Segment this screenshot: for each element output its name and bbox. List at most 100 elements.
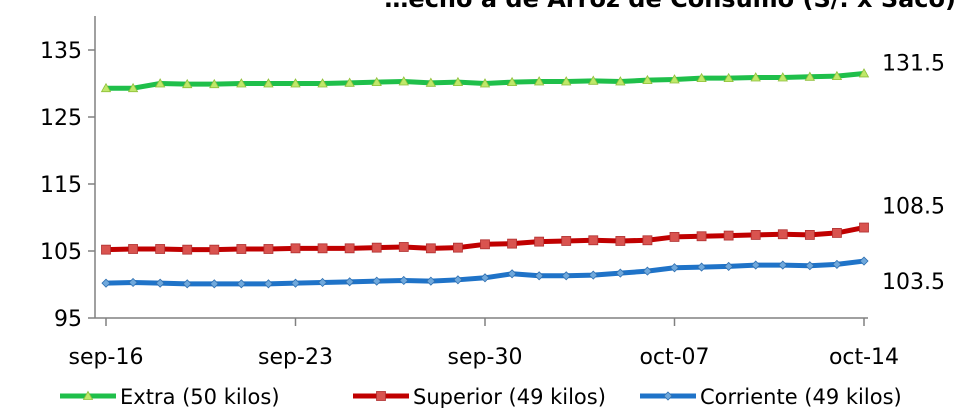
legend-item-1: Superior (49 kilos) — [353, 385, 606, 408]
data-point — [507, 238, 517, 249]
legend-item-0: Extra (50 kilos) — [60, 385, 280, 408]
data-point — [831, 70, 843, 81]
data-point — [236, 244, 247, 254]
data-point — [696, 72, 707, 83]
data-point — [318, 277, 328, 288]
data-point — [859, 256, 869, 266]
y-tick-label: 125 — [40, 106, 82, 131]
data-point — [669, 232, 680, 242]
y-tick-label: 135 — [40, 39, 82, 64]
data-point — [832, 228, 842, 238]
data-point — [858, 68, 870, 78]
data-point — [723, 72, 734, 83]
data-point — [859, 222, 869, 233]
data-point — [101, 278, 111, 288]
data-point — [182, 244, 193, 255]
data-point — [398, 76, 409, 86]
data-point — [804, 230, 815, 240]
series-0 — [100, 68, 870, 93]
data-point — [452, 76, 464, 87]
data-point — [425, 77, 437, 87]
legend-marker — [376, 391, 386, 401]
data-point — [128, 277, 138, 288]
data-point — [669, 74, 680, 84]
data-point — [101, 244, 111, 255]
data-point — [344, 77, 355, 87]
data-point — [372, 276, 382, 286]
data-point — [724, 261, 734, 271]
data-point — [236, 78, 247, 88]
data-point — [642, 74, 653, 85]
data-point — [561, 236, 572, 246]
data-point — [399, 275, 409, 286]
axes: 95 105 115 125 135 sep-16 sep-23 sep-30 oct-07 oc… — [40, 16, 899, 370]
x-tick-label: oct-14 — [829, 345, 899, 370]
data-point — [697, 262, 707, 272]
data-point — [209, 279, 219, 289]
legend-item-2: Corriente (49 kilos) — [640, 385, 902, 408]
data-point — [345, 277, 355, 287]
end-value-label: 103.5 — [882, 270, 945, 295]
data-point — [290, 243, 301, 254]
data-point — [534, 271, 544, 281]
data-point — [533, 76, 545, 86]
end-value-label: 108.5 — [882, 195, 945, 220]
legend: Extra (50 kilos) Superior (49 kilos) Corri… — [60, 385, 902, 408]
data-point — [642, 235, 653, 246]
data-point — [750, 72, 761, 82]
data-point — [154, 78, 166, 88]
data-point — [371, 242, 382, 253]
data-point — [209, 78, 220, 89]
data-point — [182, 78, 193, 89]
legend-label: Superior (49 kilos) — [413, 385, 606, 408]
data-point — [506, 76, 518, 87]
data-point — [778, 260, 788, 270]
end-value-label: 131.5 — [882, 51, 945, 76]
series-2 — [101, 256, 869, 289]
data-point — [588, 75, 599, 85]
data-point — [615, 236, 626, 246]
data-point — [263, 244, 274, 254]
data-point — [317, 78, 328, 88]
x-tick-label: sep-23 — [258, 345, 333, 370]
data-point — [804, 71, 816, 81]
legend-label: Extra (50 kilos) — [120, 385, 280, 408]
series-1 — [101, 222, 869, 255]
data-point — [344, 243, 355, 254]
data-point — [182, 279, 192, 289]
data-point — [263, 279, 273, 289]
x-tick-label: sep-30 — [448, 345, 523, 370]
data-point — [263, 78, 274, 88]
data-point — [480, 239, 490, 250]
data-point — [236, 279, 246, 289]
data-point — [642, 266, 652, 276]
x-tick-label: oct-07 — [639, 345, 709, 370]
data-point — [480, 273, 490, 283]
data-point — [100, 82, 112, 93]
data-point — [777, 229, 788, 240]
data-point — [290, 278, 301, 288]
legend-marker — [82, 390, 94, 400]
data-point — [534, 236, 545, 247]
data-point — [696, 231, 707, 242]
series-layer — [100, 68, 870, 289]
data-point — [805, 261, 815, 271]
legend-label: Corriente (49 kilos) — [700, 385, 902, 408]
data-point — [723, 230, 734, 241]
data-point — [127, 82, 139, 93]
data-point — [453, 242, 463, 253]
data-point — [751, 260, 761, 270]
data-point — [128, 244, 138, 254]
data-point — [155, 278, 165, 288]
data-point — [290, 78, 301, 88]
data-point — [155, 244, 166, 254]
data-point — [479, 78, 491, 88]
y-tick-label: 105 — [40, 240, 82, 265]
y-tick-label: 95 — [54, 307, 82, 332]
data-point — [615, 268, 625, 278]
end-labels: 131.5 108.5 103.5 — [882, 51, 945, 295]
data-point — [832, 259, 842, 269]
x-tick-label: sep-16 — [69, 345, 144, 370]
